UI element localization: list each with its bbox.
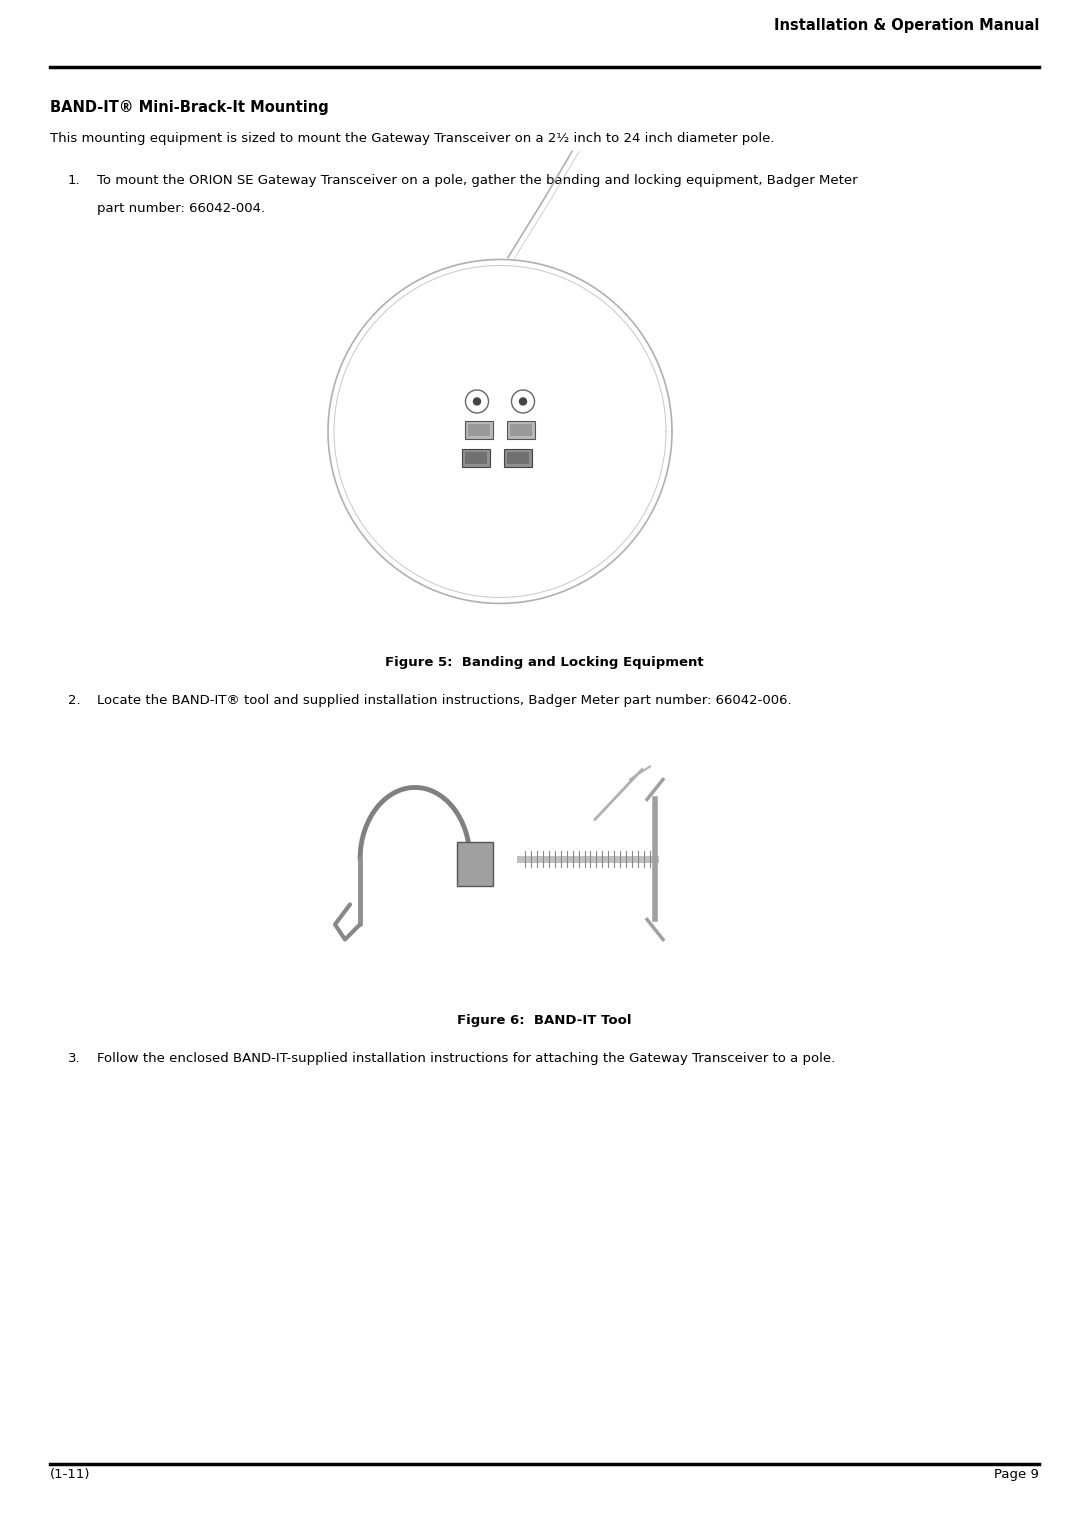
Text: This mounting equipment is sized to mount the Gateway Transceiver on a 2½ inch t: This mounting equipment is sized to moun… bbox=[50, 132, 774, 146]
Text: 1.: 1. bbox=[68, 175, 81, 187]
Bar bbox=[457, 843, 493, 886]
Text: part number: 66042-004.: part number: 66042-004. bbox=[97, 202, 265, 216]
Text: Figure 5:  Banding and Locking Equipment: Figure 5: Banding and Locking Equipment bbox=[386, 656, 703, 670]
Bar bbox=[468, 425, 490, 437]
Bar bbox=[465, 452, 487, 464]
Bar bbox=[465, 422, 493, 440]
Text: Installation & Operation Manual: Installation & Operation Manual bbox=[773, 18, 1039, 32]
Text: Figure 6:  BAND-IT Tool: Figure 6: BAND-IT Tool bbox=[457, 1015, 632, 1027]
Text: To mount the ORION SE Gateway Transceiver on a pole, gather the banding and lock: To mount the ORION SE Gateway Transceive… bbox=[97, 175, 858, 187]
Text: (1-11): (1-11) bbox=[50, 1469, 90, 1481]
Text: 2.: 2. bbox=[68, 694, 81, 708]
Bar bbox=[510, 425, 533, 437]
Text: Page 9: Page 9 bbox=[994, 1469, 1039, 1481]
Bar bbox=[507, 452, 529, 464]
Circle shape bbox=[519, 397, 526, 405]
Bar bbox=[504, 449, 533, 467]
Text: Locate the BAND-IT® tool and supplied installation instructions, Badger Meter pa: Locate the BAND-IT® tool and supplied in… bbox=[97, 694, 792, 708]
Bar bbox=[507, 422, 535, 440]
Circle shape bbox=[474, 397, 480, 405]
Text: BAND-IT® Mini-Brack-It Mounting: BAND-IT® Mini-Brack-It Mounting bbox=[50, 100, 329, 116]
Text: Follow the enclosed BAND-IT-supplied installation instructions for attaching the: Follow the enclosed BAND-IT-supplied ins… bbox=[97, 1052, 835, 1065]
Bar bbox=[462, 449, 490, 467]
Text: 3.: 3. bbox=[68, 1052, 81, 1065]
